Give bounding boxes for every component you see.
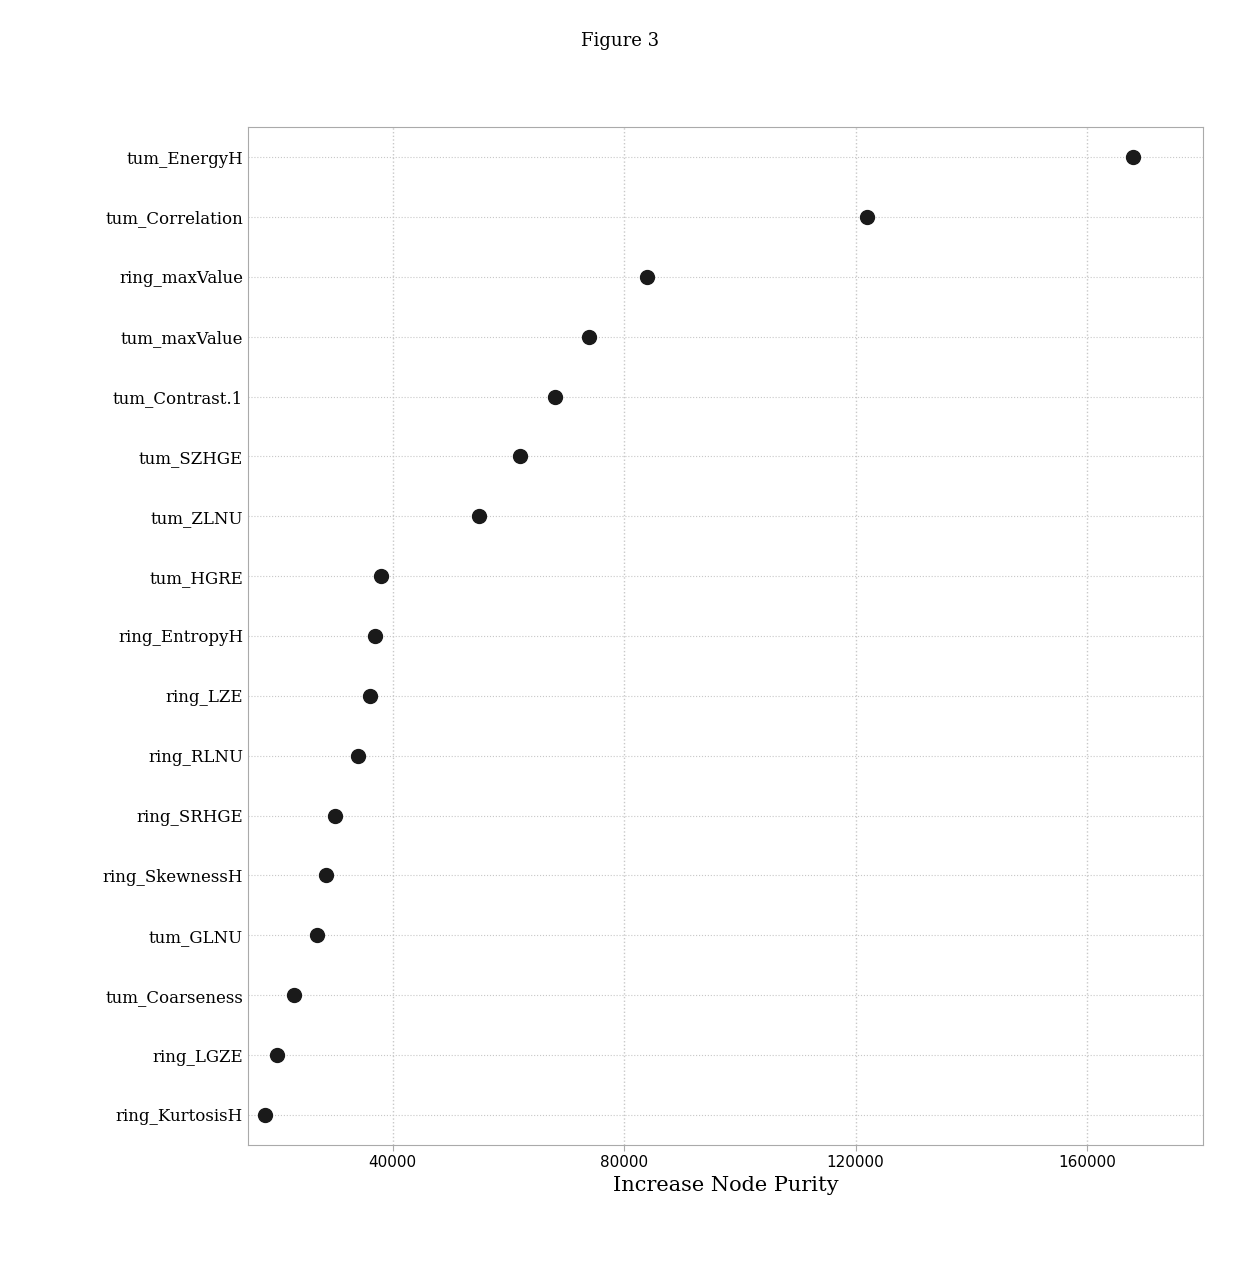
Point xyxy=(308,925,327,945)
Point xyxy=(255,1104,275,1124)
Point xyxy=(637,267,657,287)
Text: Figure 3: Figure 3 xyxy=(580,32,660,50)
Point xyxy=(857,207,877,228)
Point xyxy=(579,327,599,347)
Point xyxy=(284,985,304,1005)
Point xyxy=(366,626,386,646)
Point xyxy=(470,506,490,527)
Point xyxy=(325,805,345,826)
Point xyxy=(316,865,336,885)
Point xyxy=(360,686,379,706)
Point xyxy=(348,745,368,766)
Point xyxy=(1123,148,1143,168)
X-axis label: Increase Node Purity: Increase Node Purity xyxy=(613,1175,838,1194)
Point xyxy=(371,566,391,586)
Point xyxy=(267,1044,286,1065)
Point xyxy=(510,446,529,467)
Point xyxy=(544,387,564,407)
